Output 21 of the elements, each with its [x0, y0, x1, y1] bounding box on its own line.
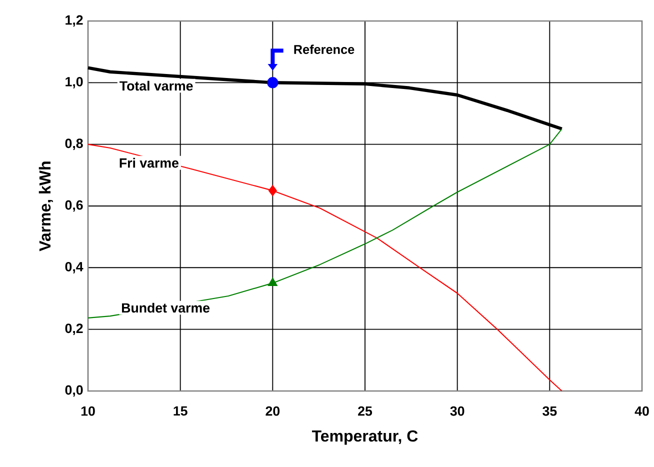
line-series	[87, 144, 562, 392]
x-tick-label: 10	[81, 406, 95, 416]
annotation: Reference	[294, 44, 354, 54]
x-axis-title: Temperatur, C	[312, 430, 418, 445]
x-tick-label: 15	[174, 406, 188, 416]
y-tick-label: 0,4	[65, 262, 84, 274]
y-tick-label: 0,8	[65, 138, 83, 150]
y-tick-label: 0,0	[65, 385, 83, 397]
x-tick-label: 25	[358, 406, 372, 416]
x-tick-label: 35	[542, 406, 557, 416]
series-label: Total varme	[120, 80, 193, 91]
y-tick-label: 0,2	[65, 324, 83, 336]
y-tick-label: 0,6	[65, 200, 83, 212]
x-tick-label: 20	[266, 406, 280, 416]
x-tick-label: 40	[634, 406, 649, 416]
series-label: Fri varme	[120, 158, 178, 168]
series-label: Bundet varme	[122, 302, 210, 313]
x-tick-label: 30	[450, 406, 464, 416]
y-tick-label: 1,0	[66, 76, 83, 88]
y-axis-title: Varme, kWh	[38, 162, 53, 252]
y-tick-label: 1,2	[66, 15, 83, 27]
